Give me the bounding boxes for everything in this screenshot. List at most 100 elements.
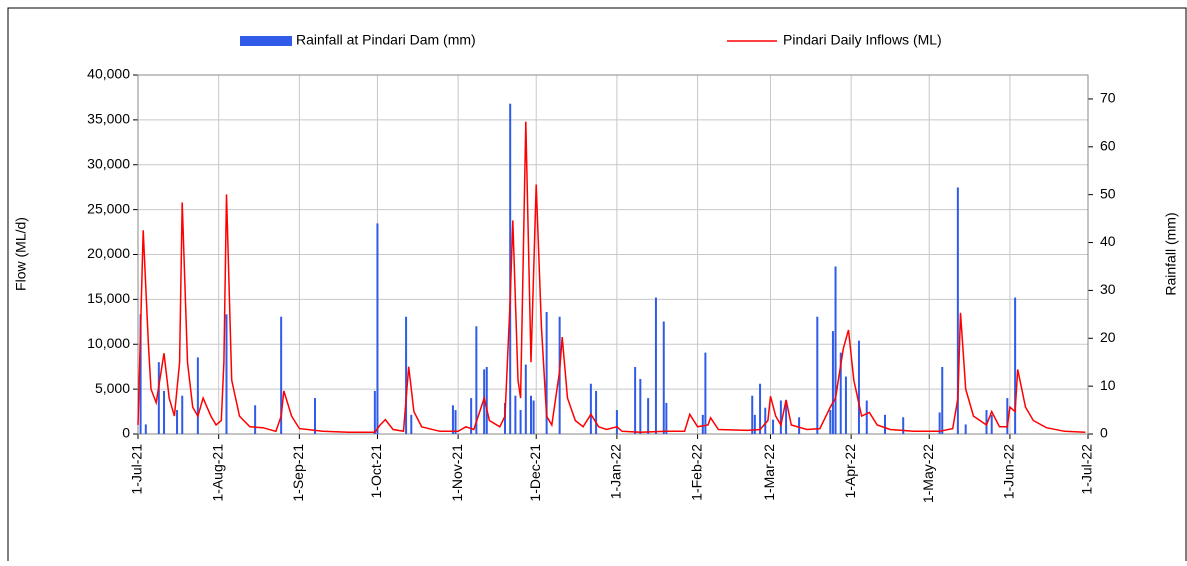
bar — [647, 398, 650, 434]
bar — [990, 414, 993, 434]
bar — [834, 266, 837, 434]
y2-tick-label: 0 — [1100, 425, 1108, 441]
bar — [405, 316, 408, 434]
bar — [139, 314, 142, 434]
y-tick-label: 30,000 — [87, 155, 130, 171]
bar — [532, 400, 535, 434]
bar — [509, 103, 512, 434]
bar — [639, 378, 642, 434]
bar — [475, 326, 478, 434]
bar — [701, 414, 704, 434]
bar — [524, 364, 527, 434]
bar — [176, 410, 179, 434]
bar — [753, 414, 756, 434]
bar — [454, 410, 457, 434]
bar — [1006, 398, 1009, 434]
legend-swatch — [240, 36, 292, 46]
bar — [865, 400, 868, 434]
bar — [589, 383, 592, 434]
y-tick-label: 20,000 — [87, 245, 130, 261]
bar — [1014, 297, 1017, 434]
x-tick-label: 1-Mar-22 — [761, 444, 777, 501]
bar — [785, 400, 788, 434]
bar — [503, 402, 506, 434]
bar — [225, 314, 228, 434]
bar — [839, 352, 842, 434]
y-tick-label: 0 — [122, 425, 130, 441]
bar — [941, 366, 944, 434]
bar — [902, 417, 905, 434]
bar — [857, 340, 860, 434]
plot-border — [137, 74, 1089, 435]
bar — [759, 383, 762, 434]
x-tick-label: 1-Sep-21 — [290, 444, 306, 502]
x-tick-label: 1-Feb-22 — [688, 444, 704, 501]
bar — [545, 311, 548, 434]
bar — [956, 187, 959, 434]
bar — [181, 395, 184, 434]
bar — [634, 366, 637, 434]
bar — [470, 398, 473, 434]
y-tick-label: 35,000 — [87, 111, 130, 127]
bar — [483, 369, 486, 434]
bar — [595, 390, 598, 434]
y2-axis-label: Rainfall (mm) — [1163, 212, 1179, 295]
bar — [451, 405, 454, 434]
x-tick-label: 1-Jan-22 — [608, 444, 624, 499]
x-tick-label: 1-Dec-21 — [527, 444, 543, 502]
x-tick-label: 1-Jun-22 — [1001, 444, 1017, 499]
bar — [519, 410, 522, 434]
bar — [779, 400, 782, 434]
bar — [373, 390, 376, 434]
legend-label: Rainfall at Pindari Dam (mm) — [296, 32, 476, 48]
bar — [654, 297, 657, 434]
y-tick-label: 40,000 — [87, 66, 130, 82]
y-tick-label: 25,000 — [87, 200, 130, 216]
x-tick-label: 1-Aug-21 — [209, 444, 225, 502]
bar — [938, 412, 941, 434]
line — [137, 121, 1086, 433]
bar — [829, 410, 832, 434]
y2-tick-label: 10 — [1100, 377, 1116, 393]
bar — [254, 405, 257, 434]
y2-tick-label: 60 — [1100, 138, 1116, 154]
y2-tick-label: 40 — [1100, 233, 1116, 249]
bar — [530, 395, 533, 434]
y-tick-label: 5,000 — [95, 380, 130, 396]
y2-tick-label: 30 — [1100, 281, 1116, 297]
bar — [764, 407, 767, 434]
bar — [144, 424, 147, 434]
bar — [410, 414, 413, 434]
x-tick-label: 1-Nov-21 — [449, 444, 465, 502]
bar — [964, 424, 967, 434]
bar — [798, 417, 801, 434]
bar — [831, 331, 834, 434]
y2-tick-label: 20 — [1100, 329, 1116, 345]
y2-tick-label: 50 — [1100, 185, 1116, 201]
bar — [514, 395, 517, 434]
legend-label: Pindari Daily Inflows (ML) — [783, 32, 942, 48]
bar — [376, 223, 379, 434]
bar — [772, 419, 775, 434]
bar — [665, 402, 668, 434]
bar — [313, 398, 316, 434]
y-axis-label: Flow (ML/d) — [13, 217, 29, 291]
bar — [844, 376, 847, 434]
bar — [157, 362, 160, 434]
bar — [704, 352, 707, 434]
bar — [816, 316, 819, 434]
x-tick-label: 1-Oct-21 — [368, 444, 384, 499]
bar — [662, 321, 665, 434]
x-tick-label: 1-Jul-22 — [1079, 444, 1095, 495]
y-tick-label: 15,000 — [87, 290, 130, 306]
y2-tick-label: 70 — [1100, 90, 1116, 106]
bar — [280, 316, 283, 434]
bar — [751, 395, 754, 434]
y-tick-label: 10,000 — [87, 335, 130, 351]
x-tick-label: 1-May-22 — [920, 444, 936, 503]
bar — [485, 366, 488, 434]
bar — [615, 410, 618, 434]
bar — [985, 410, 988, 434]
